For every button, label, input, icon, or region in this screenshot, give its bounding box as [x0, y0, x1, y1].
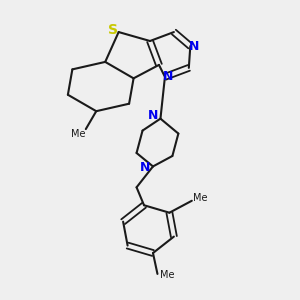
Text: N: N: [148, 109, 158, 122]
Text: Me: Me: [160, 270, 175, 280]
Text: Me: Me: [71, 129, 85, 139]
Text: S: S: [108, 23, 118, 37]
Text: N: N: [163, 70, 174, 83]
Text: N: N: [140, 161, 151, 174]
Text: N: N: [189, 40, 199, 52]
Text: Me: Me: [193, 193, 208, 203]
